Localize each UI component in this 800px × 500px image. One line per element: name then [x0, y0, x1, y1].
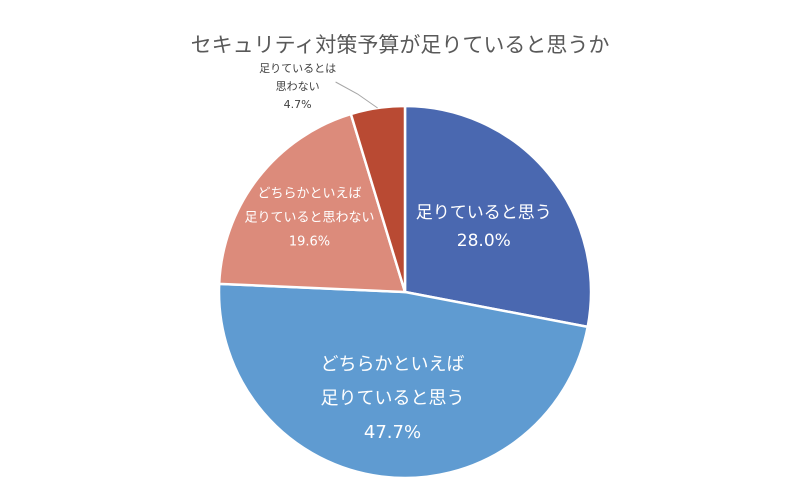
pie-labels: 足りていると思う28.0%どちらかといえば足りていると思う47.7%どちらかとい… [244, 62, 551, 443]
chart-title: セキュリティ対策予算が足りていると思うか [191, 33, 610, 57]
slice-category-label: 足りていると思う [416, 203, 552, 223]
slice-category-label: 思わない [276, 80, 320, 93]
slice-category-label: どちらかといえば [321, 354, 465, 375]
pie-slice-3 [217, 112, 407, 294]
pie-slice-4 [349, 104, 407, 294]
pie-slices [217, 104, 593, 480]
pie-slice-2 [217, 282, 589, 480]
slice-value-label: 19.6% [289, 234, 330, 249]
slice-category-label: 足りていると思わない [244, 210, 374, 225]
slice-value-label: 28.0% [457, 231, 511, 251]
slice-value-label: 47.7% [364, 422, 421, 443]
pie-slice-1 [403, 104, 593, 329]
slice-category-label: 足りていると思う [321, 388, 465, 409]
slice-value-label: 4.7% [284, 98, 312, 111]
slice-category-label: どちらかといえば [257, 186, 361, 201]
leader-line [335, 81, 378, 109]
slice-category-label: 足りているとは [259, 62, 336, 75]
